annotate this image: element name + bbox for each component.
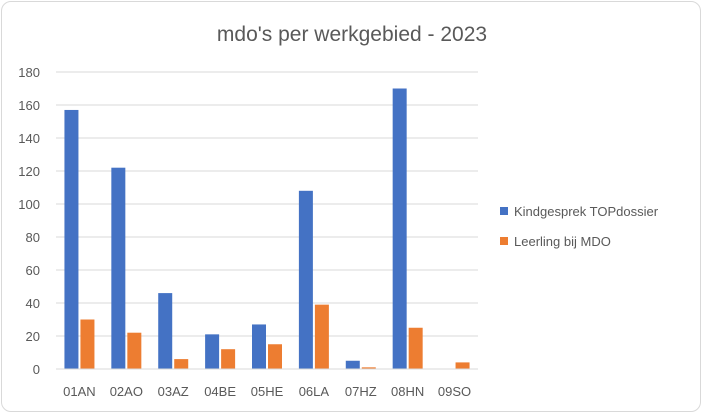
bar-leerling-01an — [80, 319, 95, 369]
y-tick-label: 120 — [18, 164, 40, 179]
x-tick-label: 07HZ — [345, 384, 377, 399]
y-tick-label: 0 — [33, 362, 40, 377]
bar-kindgesprek-04be — [205, 334, 220, 369]
bar-kindgesprek-06la — [298, 190, 313, 369]
bar-kindgesprek-05he — [252, 324, 266, 369]
y-tick-label: 180 — [18, 65, 40, 80]
gridlines — [56, 71, 478, 337]
y-tick-label: 20 — [26, 329, 40, 344]
bar-leerling-09so — [455, 362, 470, 369]
x-tick-label: 09SO — [438, 384, 471, 399]
x-tick-label: 02AO — [110, 384, 143, 399]
x-tick-label: 08HN — [391, 384, 424, 399]
x-tick-label: 04BE — [204, 384, 236, 399]
bar-kindgesprek-08hn — [392, 88, 407, 369]
x-tick-label: 03AZ — [158, 384, 189, 399]
legend-label: Leerling bij MDO — [514, 234, 611, 249]
y-tick-label: 40 — [26, 296, 40, 311]
x-tick-label: 06LA — [299, 384, 330, 399]
x-axis-ticks: 01AN 02AO 03AZ 04BE 05HE 06LA 07HZ 08HN 09SO — [63, 384, 471, 399]
bar-leerling-03az — [174, 359, 189, 369]
y-tick-label: 100 — [18, 197, 40, 212]
legend: Kindgesprek TOPdossier Leerling bij MDO — [500, 204, 659, 249]
y-tick-label: 140 — [18, 131, 40, 146]
bar-leerling-08hn — [408, 327, 423, 369]
bar-leerling-07hz — [361, 367, 376, 369]
x-tick-label: 05HE — [251, 384, 284, 399]
legend-swatch — [500, 237, 508, 245]
bar-kindgesprek-07hz — [345, 360, 360, 369]
y-tick-label: 80 — [26, 230, 40, 245]
y-tick-label: 160 — [18, 98, 40, 113]
legend-swatch — [500, 207, 508, 215]
bar-leerling-05he — [268, 344, 282, 369]
bar-leerling-04be — [221, 349, 236, 369]
y-axis-ticks: 0 20 40 60 80 100 120 140 160 180 — [18, 65, 40, 377]
y-tick-label: 60 — [26, 263, 40, 278]
bar-kindgesprek-02ao — [111, 167, 126, 369]
bars — [64, 88, 470, 369]
legend-label: Kindgesprek TOPdossier — [514, 204, 659, 219]
chart-title: mdo's per werkgebied - 2023 — [217, 23, 487, 46]
bar-kindgesprek-01an — [64, 109, 79, 369]
bar-leerling-02ao — [127, 332, 142, 369]
bar-leerling-06la — [314, 304, 329, 369]
bar-kindgesprek-03az — [158, 293, 173, 369]
x-tick-label: 01AN — [63, 384, 96, 399]
